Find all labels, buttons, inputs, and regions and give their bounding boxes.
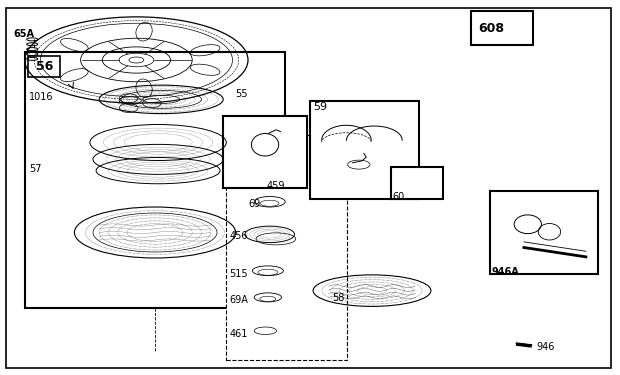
Text: 515: 515 [229, 269, 248, 279]
FancyBboxPatch shape [28, 56, 60, 77]
Text: 57: 57 [29, 164, 42, 174]
Text: 56: 56 [36, 60, 53, 73]
Text: 55: 55 [236, 89, 248, 99]
FancyBboxPatch shape [310, 101, 418, 199]
Text: 459: 459 [267, 181, 285, 190]
FancyBboxPatch shape [226, 135, 347, 360]
Text: 65A: 65A [14, 29, 35, 39]
Text: 1016: 1016 [29, 93, 54, 102]
FancyBboxPatch shape [25, 53, 285, 308]
Text: 69A: 69A [229, 295, 248, 305]
Text: ©ReplacementParts.com: ©ReplacementParts.com [199, 175, 322, 185]
Text: 59: 59 [313, 102, 327, 112]
Text: 946: 946 [536, 342, 555, 352]
FancyBboxPatch shape [223, 116, 307, 188]
Text: 456: 456 [229, 231, 248, 241]
Text: 60: 60 [392, 192, 405, 202]
FancyBboxPatch shape [471, 11, 533, 45]
Text: 58: 58 [332, 293, 344, 303]
FancyBboxPatch shape [490, 191, 598, 274]
FancyBboxPatch shape [391, 167, 443, 199]
Text: 608: 608 [479, 22, 505, 34]
Text: 461: 461 [229, 329, 248, 339]
FancyBboxPatch shape [6, 8, 611, 368]
Text: 69: 69 [248, 200, 260, 209]
Text: 946A: 946A [492, 267, 520, 277]
